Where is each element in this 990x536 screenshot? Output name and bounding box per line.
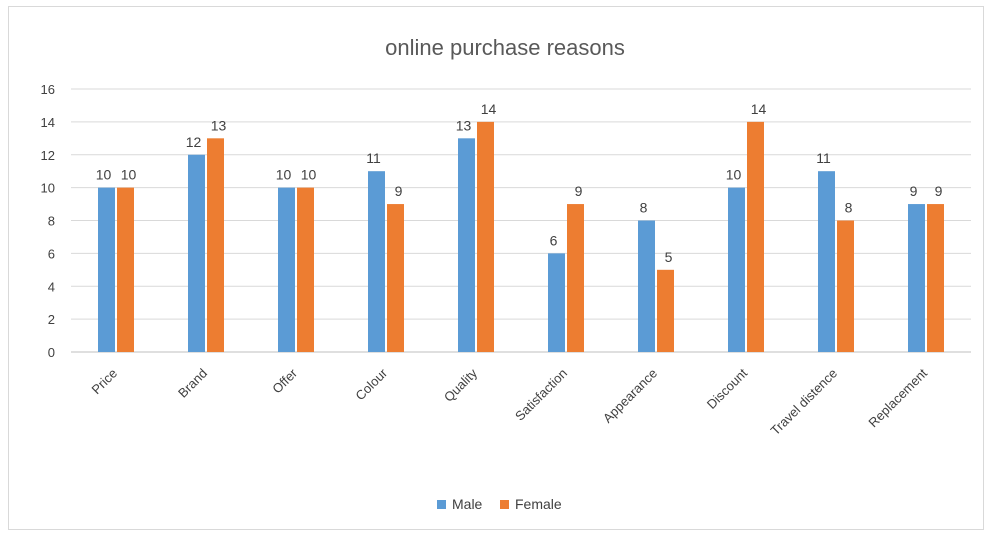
- y-axis-ticks: 0 2 4 6 8 10 12 14 16: [41, 82, 55, 360]
- x-tick-label: Price: [89, 366, 121, 398]
- x-tick-label: Colour: [352, 365, 390, 403]
- data-label: 11: [366, 150, 381, 166]
- data-label: 9: [575, 183, 583, 199]
- data-label: 5: [665, 249, 673, 265]
- bar-female: [657, 269, 674, 352]
- legend-swatch-female: [500, 500, 509, 509]
- bar-male: [638, 220, 655, 352]
- data-label: 9: [910, 183, 918, 199]
- data-label: 6: [550, 232, 558, 248]
- x-tick-label: Brand: [175, 366, 210, 401]
- x-tick-label: Appearance: [600, 366, 660, 426]
- bar-female: [567, 204, 584, 352]
- bar-male: [368, 171, 385, 352]
- data-label: 9: [395, 183, 403, 199]
- data-label: 11: [816, 150, 831, 166]
- bar-female: [837, 220, 854, 352]
- data-label: 12: [186, 134, 202, 150]
- y-tick-label: 2: [48, 312, 55, 327]
- x-tick-label: Replacement: [865, 365, 930, 430]
- data-label: 10: [726, 167, 742, 183]
- y-tick-label: 10: [41, 181, 55, 196]
- y-tick-label: 16: [41, 82, 55, 97]
- data-label: 14: [481, 101, 497, 117]
- x-axis-ticks: Price Brand Offer Colour Quality Satisfaction…: [89, 365, 931, 438]
- bar-female: [477, 121, 494, 352]
- y-tick-label: 8: [48, 214, 55, 229]
- bar-male: [278, 187, 295, 352]
- bar-male: [548, 253, 565, 352]
- data-label: 13: [456, 117, 472, 133]
- x-tick-label: Offer: [269, 365, 300, 396]
- legend-swatch-male: [437, 500, 446, 509]
- bar-male: [728, 187, 745, 352]
- bar-female: [207, 138, 224, 352]
- data-label: 8: [845, 200, 853, 216]
- bar-female: [117, 187, 134, 352]
- bar-male: [908, 204, 925, 352]
- bars: [98, 121, 944, 352]
- data-label: 9: [935, 183, 943, 199]
- chart-frame: online purchase reasons 0 2 4 6 8 10 12 14 16 10…: [8, 6, 984, 530]
- x-tick-label: Quality: [441, 365, 481, 405]
- bar-female: [927, 204, 944, 352]
- chart-title: online purchase reasons: [385, 35, 625, 60]
- data-label: 8: [640, 200, 648, 216]
- x-tick-label: Satisfaction: [512, 366, 570, 424]
- data-label: 10: [96, 167, 112, 183]
- y-tick-label: 4: [48, 279, 55, 294]
- gridlines: [71, 88, 971, 353]
- y-tick-label: 0: [48, 345, 55, 360]
- bar-chart: online purchase reasons 0 2 4 6 8 10 12 14 16 10…: [41, 35, 971, 512]
- data-label: 10: [121, 167, 137, 183]
- y-tick-label: 6: [48, 246, 55, 261]
- y-tick-label: 12: [41, 148, 55, 163]
- bar-female: [297, 187, 314, 352]
- data-label: 10: [276, 167, 292, 183]
- data-label: 14: [751, 101, 767, 117]
- bar-male: [458, 138, 475, 352]
- y-tick-label: 14: [41, 115, 55, 130]
- bar-male: [98, 187, 115, 352]
- legend: Male Female: [437, 496, 562, 512]
- bar-male: [188, 154, 205, 352]
- bar-female: [747, 121, 764, 352]
- bar-male: [818, 171, 835, 352]
- x-tick-label: Travel distence: [768, 366, 841, 439]
- bar-female: [387, 204, 404, 352]
- data-labels: 10 10 12 13 10 10 11 9 13 14 6 9 8 5 10 14 11 8 9 9: [96, 101, 943, 265]
- data-label: 10: [301, 167, 317, 183]
- data-label: 13: [211, 117, 227, 133]
- legend-label-male: Male: [452, 496, 483, 512]
- x-tick-label: Discount: [704, 365, 751, 412]
- legend-label-female: Female: [515, 496, 562, 512]
